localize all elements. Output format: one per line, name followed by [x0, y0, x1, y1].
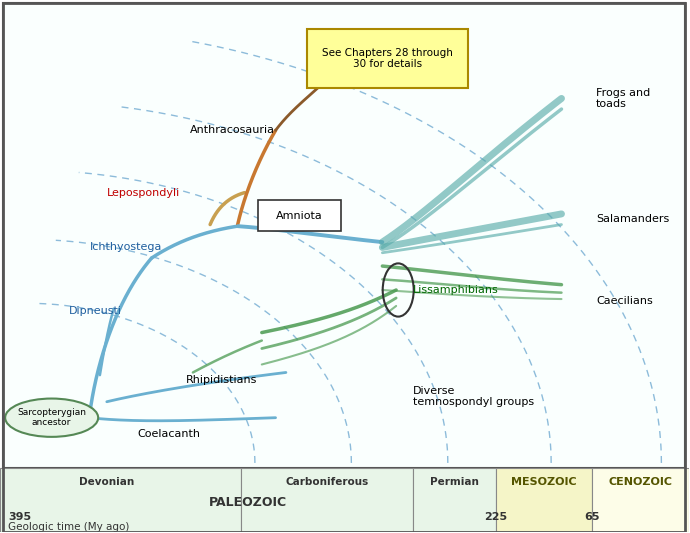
Text: 225: 225 — [484, 512, 508, 522]
FancyBboxPatch shape — [258, 199, 341, 231]
Bar — [241, 469, 413, 532]
Text: Permian: Permian — [431, 477, 479, 487]
Text: Geologic time (My ago): Geologic time (My ago) — [8, 522, 130, 532]
Text: Devonian: Devonian — [79, 477, 135, 487]
Text: MESOZOIC: MESOZOIC — [511, 477, 577, 487]
Text: Rhipidistians: Rhipidistians — [186, 375, 257, 385]
Text: Frogs and
toads: Frogs and toads — [596, 87, 650, 109]
Bar — [413, 469, 496, 532]
Text: See Chapters 28 through
30 for details: See Chapters 28 through 30 for details — [322, 48, 453, 69]
Bar — [496, 469, 593, 532]
Ellipse shape — [5, 399, 98, 437]
FancyBboxPatch shape — [3, 3, 685, 469]
Text: Amniota: Amniota — [276, 211, 323, 221]
Text: Carboniferous: Carboniferous — [286, 477, 369, 487]
Text: CENOZOIC: CENOZOIC — [609, 477, 673, 487]
FancyBboxPatch shape — [306, 29, 469, 88]
Bar — [593, 469, 689, 532]
Text: Lissamphibians: Lissamphibians — [413, 285, 499, 295]
Text: 65: 65 — [584, 512, 600, 522]
Text: Caecilians: Caecilians — [596, 296, 653, 305]
Text: PALEOZOIC: PALEOZOIC — [209, 496, 287, 510]
Text: Sarcopterygian
ancestor: Sarcopterygian ancestor — [17, 408, 86, 427]
Text: Lepospondyli: Lepospondyli — [107, 188, 180, 198]
Bar — [0, 469, 241, 532]
Text: Diverse
temnospondyl groups: Diverse temnospondyl groups — [413, 385, 535, 407]
Text: Dipneusti: Dipneusti — [69, 306, 122, 316]
Text: Anthracosauria: Anthracosauria — [190, 125, 275, 135]
Text: Ichthyostega: Ichthyostega — [90, 243, 162, 253]
Text: Salamanders: Salamanders — [596, 214, 669, 224]
Text: 395: 395 — [8, 512, 31, 522]
Text: Coelacanth: Coelacanth — [138, 429, 201, 439]
